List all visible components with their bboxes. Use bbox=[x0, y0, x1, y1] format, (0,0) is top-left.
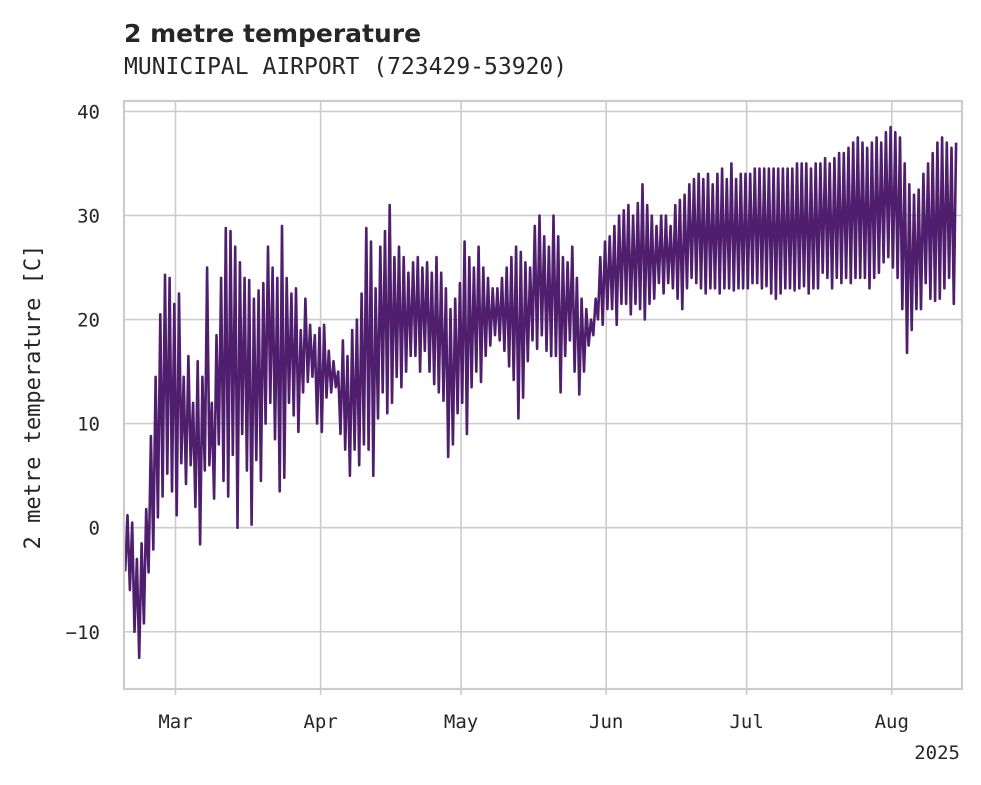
data-series bbox=[123, 125, 958, 660]
x-tick-labels: Mar Apr May Jun Jul Aug bbox=[158, 711, 909, 733]
x-tick-label: May bbox=[444, 711, 478, 733]
x-year-label: 2025 bbox=[914, 742, 960, 764]
temperature-series-line bbox=[123, 125, 958, 660]
chart-title: 2 metre temperature bbox=[124, 19, 421, 48]
plot-frame bbox=[122, 99, 964, 691]
x-tick-label: Aug bbox=[875, 711, 909, 733]
x-tick-label: Apr bbox=[303, 711, 337, 733]
chart-subtitle: MUNICIPAL AIRPORT (723429-53920) bbox=[124, 54, 567, 80]
x-tick-label: Jul bbox=[729, 711, 763, 733]
y-axis-label: 2 metre temperature [C] bbox=[21, 245, 46, 550]
y-tick-label: 30 bbox=[77, 205, 100, 227]
x-tick-label: Jun bbox=[589, 711, 623, 733]
y-tick-label: −10 bbox=[66, 622, 100, 644]
y-tick-label: 10 bbox=[77, 414, 100, 436]
y-tick-labels: −10 0 10 20 30 40 bbox=[66, 101, 100, 643]
y-tick-label: 0 bbox=[89, 518, 100, 540]
y-tick-label: 40 bbox=[77, 101, 100, 123]
x-tick-label: Mar bbox=[158, 711, 192, 733]
grid-lines bbox=[124, 101, 962, 695]
y-tick-label: 20 bbox=[77, 310, 100, 332]
